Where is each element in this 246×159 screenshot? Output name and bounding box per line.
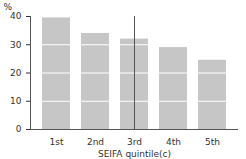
svg-text:1st: 1st (50, 137, 64, 147)
svg-text:5th: 5th (205, 137, 220, 147)
svg-text:40: 40 (10, 11, 22, 21)
svg-text:20: 20 (10, 68, 22, 78)
svg-text:3rd: 3rd (127, 137, 142, 147)
svg-text:10: 10 (10, 96, 22, 106)
svg-text:30: 30 (10, 40, 22, 50)
svg-text:4th: 4th (166, 137, 181, 147)
svg-text:0: 0 (16, 124, 22, 134)
svg-text:%: % (4, 2, 13, 12)
svg-text:SEIFA quintile(c): SEIFA quintile(c) (98, 149, 171, 159)
svg-text:2nd: 2nd (87, 137, 104, 147)
